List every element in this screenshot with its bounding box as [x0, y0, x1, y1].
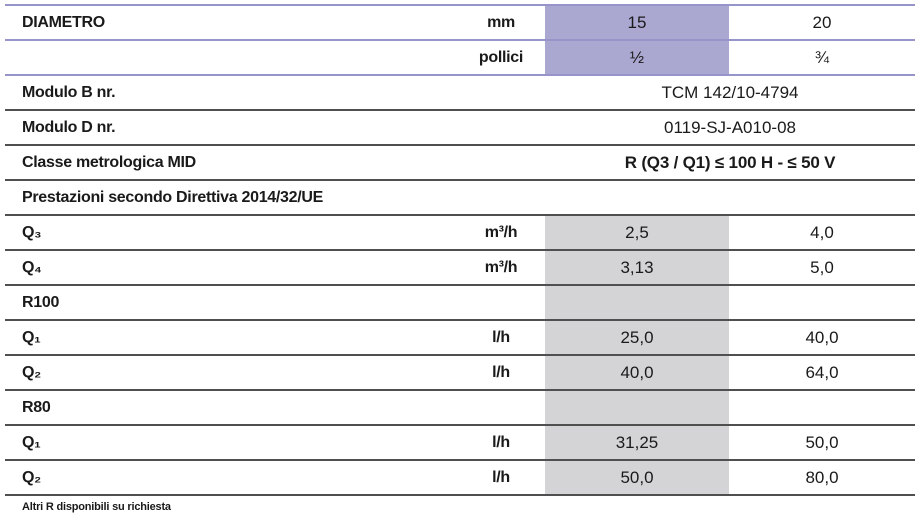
unit-cell: mm — [487, 13, 515, 31]
value-cell-dn15 — [545, 391, 729, 424]
unit-cell — [457, 286, 545, 319]
row-label: Modulo D nr. — [22, 118, 116, 136]
row-label: Classe metrologica MID — [22, 153, 196, 171]
section-title: R80 — [22, 398, 51, 416]
value-cell-dn20: 4,0 — [810, 222, 834, 242]
value-cell-dn20: 20 — [812, 12, 832, 32]
table-row: Q₂ l/h 40,0 64,0 — [5, 356, 915, 391]
value-cell-dn15: 2,5 — [545, 216, 729, 249]
footnote: Altri R disponibili su richiesta — [22, 501, 171, 513]
value-cell-dn15: ½ — [545, 41, 729, 74]
section-title: Prestazioni secondo Direttiva 2014/32/UE — [22, 188, 324, 206]
unit-cell — [457, 111, 545, 144]
row-label: Q₂ — [22, 468, 41, 486]
table-section-row: R80 — [5, 391, 915, 426]
row-label: DIAMETRO — [22, 13, 105, 31]
table-row: Q₂ l/h 50,0 80,0 — [5, 461, 915, 496]
table-row: pollici ½ ¾ — [5, 41, 915, 76]
table-row: Q₄ m³/h 3,13 5,0 — [5, 251, 915, 286]
value-cell-dn15 — [545, 286, 729, 319]
value-cell-dn15: 25,0 — [545, 321, 729, 354]
value-cell-dn20: 64,0 — [805, 362, 839, 382]
value-cell-dn20 — [729, 391, 915, 424]
section-title: R100 — [22, 293, 60, 311]
unit-cell — [457, 391, 545, 424]
value-cell-dn20: 5,0 — [810, 257, 834, 277]
value-cell-dn20: 50,0 — [805, 432, 839, 452]
value-cell-dn20 — [729, 286, 915, 319]
spanning-value-cell: TCM 142/10-4794 — [661, 82, 799, 102]
value-cell-dn20: ¾ — [814, 47, 830, 67]
value-cell-dn15: 3,13 — [545, 251, 729, 284]
table-row: Modulo B nr. TCM 142/10-4794 — [5, 76, 915, 111]
unit-cell: l/h — [492, 468, 510, 486]
table-section-row: Prestazioni secondo Direttiva 2014/32/UE — [5, 181, 915, 216]
unit-cell — [457, 146, 545, 179]
unit-cell: l/h — [492, 328, 510, 346]
value-cell-dn20: 80,0 — [805, 467, 839, 487]
row-label: Q₁ — [22, 328, 41, 346]
unit-cell: l/h — [492, 363, 510, 381]
unit-cell: m³/h — [484, 223, 518, 241]
table-row: Q₁ l/h 31,25 50,0 — [5, 426, 915, 461]
value-cell-dn15: 50,0 — [545, 461, 729, 494]
spanning-value-cell: R (Q3 / Q1) ≤ 100 H - ≤ 50 V — [624, 152, 836, 172]
row-label: Modulo B nr. — [22, 83, 116, 101]
unit-cell: l/h — [492, 433, 510, 451]
table-row: Classe metrologica MID R (Q3 / Q1) ≤ 100… — [5, 146, 915, 181]
unit-cell: m³/h — [484, 258, 518, 276]
spanning-value-cell: 0119-SJ-A010-08 — [664, 117, 796, 137]
table-row: Q₁ l/h 25,0 40,0 — [5, 321, 915, 356]
value-cell-dn20: 40,0 — [805, 327, 839, 347]
value-cell-dn15: 40,0 — [545, 356, 729, 389]
row-label — [5, 41, 457, 74]
table-row: Modulo D nr. 0119-SJ-A010-08 — [5, 111, 915, 146]
unit-cell: pollici — [478, 48, 524, 66]
value-cell-dn15: 31,25 — [545, 426, 729, 459]
row-label: Q₃ — [22, 223, 42, 241]
table-row: DIAMETRO mm 15 20 — [5, 6, 915, 41]
unit-cell — [457, 76, 545, 109]
row-label: Q₂ — [22, 363, 41, 381]
specification-table: DIAMETRO mm 15 20 pollici ½ ¾ Modulo B n… — [5, 4, 915, 496]
value-cell-dn15: 15 — [545, 6, 729, 39]
row-label: Q₄ — [22, 258, 42, 276]
table-section-row: R100 — [5, 286, 915, 321]
row-label: Q₁ — [22, 433, 41, 451]
table-row: Q₃ m³/h 2,5 4,0 — [5, 216, 915, 251]
